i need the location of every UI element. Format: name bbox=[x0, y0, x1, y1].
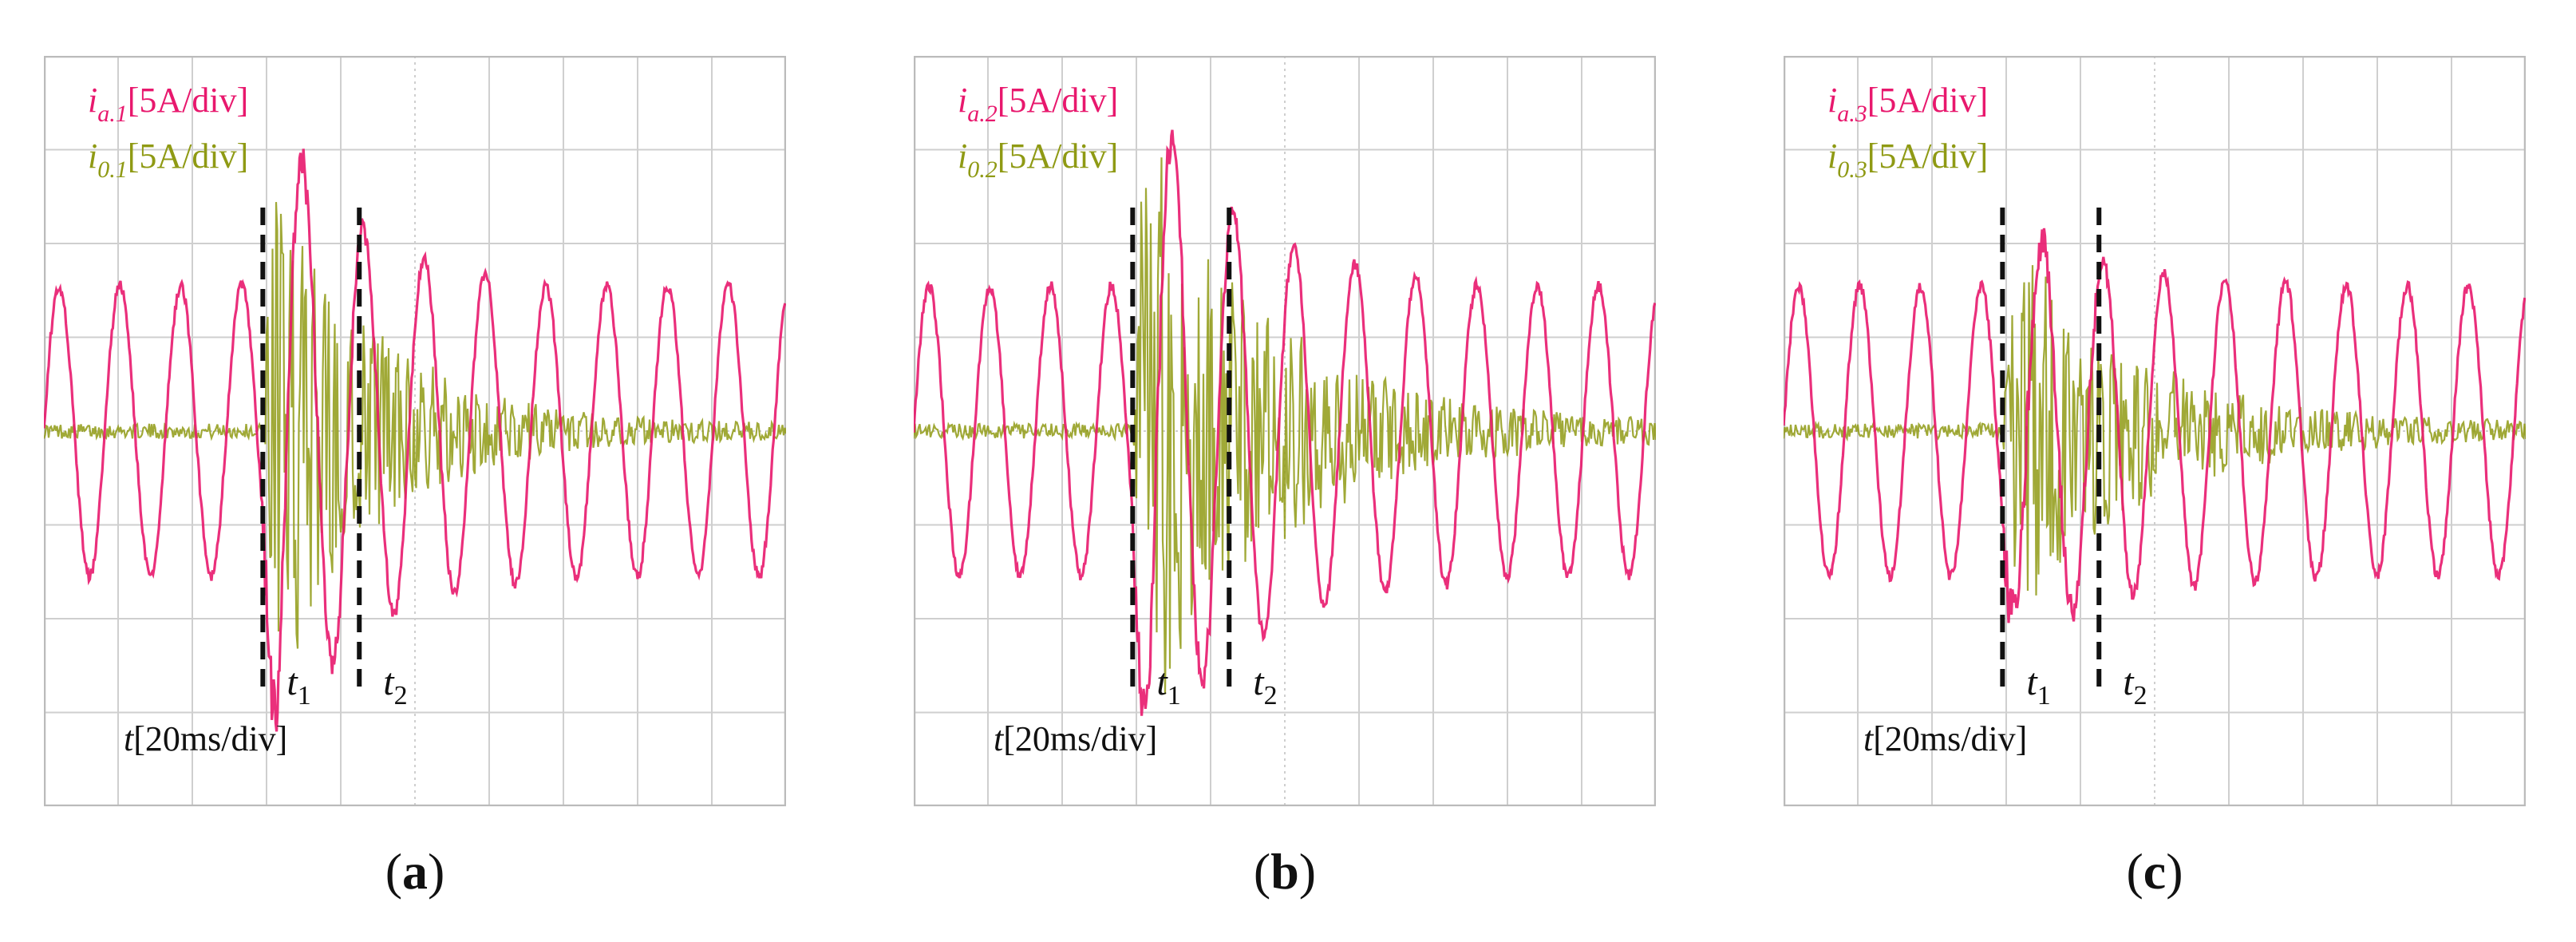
marker-label-t2: t2 bbox=[1253, 661, 1277, 710]
caption-b: (b) bbox=[1253, 843, 1317, 900]
waveform-panel-a: t1 t2 ia.1[5A/div] i0.1[5A/div] t[20ms/div] bbox=[44, 56, 786, 806]
oscilloscope-plot-a: t1 t2 ia.1[5A/div] i0.1[5A/div] t[20ms/div] bbox=[44, 56, 786, 806]
series-ia-trace bbox=[914, 129, 1656, 716]
waveform-panel-b: t1 t2 ia.2[5A/div] i0.2[5A/div] t[20ms/div] bbox=[914, 56, 1656, 806]
marker-label-t2: t2 bbox=[383, 661, 407, 710]
caption-c: (c) bbox=[2126, 843, 2183, 900]
marker-label-t1: t1 bbox=[286, 661, 310, 710]
caption-letter: c bbox=[2143, 843, 2167, 900]
oscilloscope-plot-b: t1 t2 ia.2[5A/div] i0.2[5A/div] t[20ms/div] bbox=[914, 56, 1656, 806]
waveform-panel-c: t1 t2 ia.3[5A/div] i0.3[5A/div] t[20ms/div] bbox=[1784, 56, 2526, 806]
i0-label: i0.3[5A/div] bbox=[1827, 137, 1988, 183]
i0-label: i0.1[5A/div] bbox=[88, 137, 248, 183]
i0-label: i0.2[5A/div] bbox=[958, 137, 1118, 183]
time-scale-label: t[20ms/div] bbox=[994, 719, 1157, 758]
ia-label: ia.3[5A/div] bbox=[1827, 81, 1988, 127]
series-ia-trace bbox=[44, 148, 786, 732]
series-i0-trace bbox=[914, 157, 1656, 695]
time-scale-label: t[20ms/div] bbox=[124, 719, 287, 758]
oscilloscope-plot-c: t1 t2 ia.3[5A/div] i0.3[5A/div] t[20ms/div] bbox=[1784, 56, 2526, 806]
time-scale-label: t[20ms/div] bbox=[1863, 719, 2027, 758]
marker-label-t2: t2 bbox=[2123, 661, 2147, 710]
grid bbox=[1784, 56, 2526, 806]
series-i0-trace bbox=[44, 202, 786, 649]
marker-label-t1: t1 bbox=[2026, 661, 2050, 710]
series-i0-trace bbox=[1784, 265, 2526, 596]
ia-label: ia.1[5A/div] bbox=[88, 81, 248, 127]
series-ia-trace bbox=[1784, 228, 2526, 623]
caption-letter: a bbox=[402, 843, 428, 900]
marker-label-t1: t1 bbox=[1156, 661, 1180, 710]
ia-label: ia.2[5A/div] bbox=[958, 81, 1118, 127]
caption-a: (a) bbox=[385, 843, 445, 900]
caption-letter: b bbox=[1270, 843, 1299, 900]
